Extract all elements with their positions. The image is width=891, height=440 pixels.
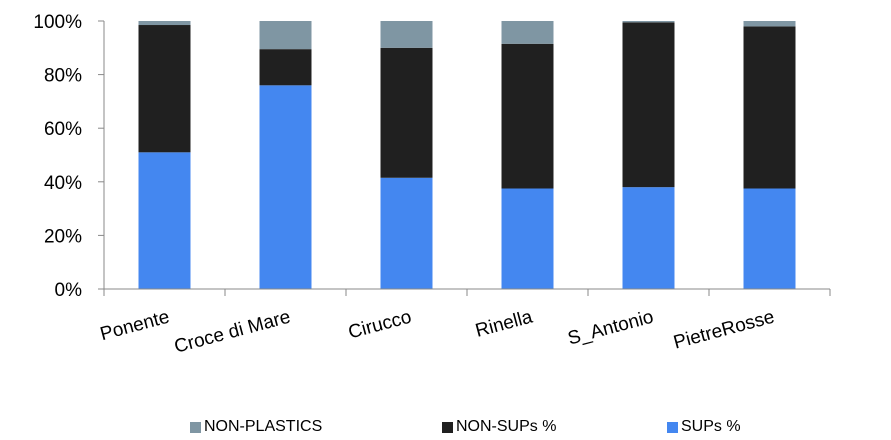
x-category-label-ponente: Ponente [98, 307, 172, 346]
legend-label-non-sups: NON-SUPs % [456, 418, 557, 435]
bar-segment-non-plastics-cirucco [380, 21, 433, 48]
y-tick-label: 0% [55, 280, 83, 301]
x-category-label-s-antonio: S_Antonio [566, 307, 656, 350]
x-category-label-rinella: Rinella [473, 306, 535, 341]
legend-item-non-plastics: NON-PLASTICS [190, 418, 322, 436]
bar-segment-non-sups-ponente [138, 25, 191, 153]
legend-label-sups: SUPs % [681, 418, 741, 435]
bar-segment-non-plastics-croce-di-mare [259, 21, 312, 50]
legend-label-non-plastics: NON-PLASTICS [204, 418, 323, 435]
bar-segment-non-plastics-pietrerosse [743, 21, 796, 27]
bar-segment-non-plastics-s-antonio [622, 21, 675, 23]
legend: NON-PLASTICS NON-SUPs % SUPs % [0, 418, 891, 440]
y-tick-label: 60% [44, 119, 82, 140]
y-tick-label: 20% [44, 226, 82, 247]
legend-item-non-sups: NON-SUPs % [442, 418, 556, 436]
bar-segment-sups-cirucco [380, 177, 433, 289]
x-category-label-cirucco: Cirucco [346, 307, 414, 344]
legend-swatch-non-sups [442, 421, 453, 433]
legend-swatch-non-plastics [190, 421, 201, 433]
bar-segment-non-sups-rinella [501, 43, 554, 189]
bar-segment-sups-ponente [138, 152, 191, 289]
bar-segment-sups-pietrerosse [743, 188, 796, 289]
y-axis: 0% 20% 40% 60% 80% 100% [33, 12, 104, 301]
legend-item-sups: SUPs % [667, 418, 741, 436]
bar-segment-non-sups-s-antonio [622, 22, 675, 188]
bars-layer [138, 21, 796, 289]
legend-swatch-sups [667, 421, 678, 433]
y-tick-label: 40% [44, 173, 82, 194]
bar-segment-sups-rinella [501, 188, 554, 289]
bar-segment-non-sups-cirucco [380, 47, 433, 178]
bar-segment-non-plastics-rinella [501, 21, 554, 44]
x-category-label-croce-di-mare: Croce di Mare [172, 307, 293, 358]
x-category-label-pietrerosse: PietreRosse [671, 307, 776, 354]
y-tick-label: 100% [33, 12, 82, 33]
bar-segment-non-sups-pietrerosse [743, 26, 796, 189]
bar-segment-sups-s-antonio [622, 187, 675, 289]
y-tick-label: 80% [44, 66, 82, 87]
x-axis: Ponente Croce di Mare Cirucco Rinella S_Anto… [98, 289, 831, 358]
bar-segment-sups-croce-di-mare [259, 85, 312, 289]
stacked-bar-chart: 0% 20% 40% 60% 80% 100% Ponente Croce di Mare C… [33, 12, 831, 358]
bar-segment-non-plastics-ponente [138, 21, 191, 26]
bar-segment-non-sups-croce-di-mare [259, 49, 312, 86]
